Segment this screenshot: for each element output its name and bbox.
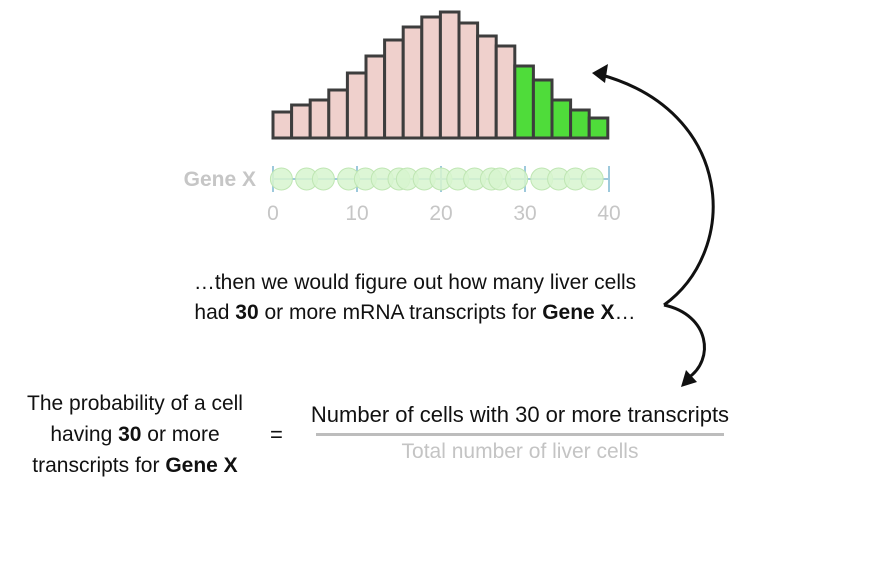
caption-text: …then we would figure out how many liver… <box>150 268 680 328</box>
caption-line-1: …then we would figure out how many liver… <box>193 271 637 294</box>
histogram-bar <box>494 44 517 140</box>
tick-label: 40 <box>597 202 620 225</box>
arrowhead-lower-icon <box>681 370 697 387</box>
data-point <box>580 167 604 191</box>
histogram-bar <box>476 34 498 140</box>
histogram-bar <box>308 98 331 140</box>
caption-line-2: had 30 or more mRNA transcripts for Gene… <box>194 301 636 324</box>
histogram-bar <box>513 64 535 140</box>
data-point <box>269 167 293 191</box>
arrowhead-upper-icon <box>592 64 608 83</box>
tick-labels: 0 10 20 30 40 <box>267 202 621 225</box>
fraction-numerator: Number of cells with 30 or more transcri… <box>310 402 730 427</box>
histogram-bar <box>364 54 387 140</box>
tick-label: 0 <box>267 202 279 225</box>
curved-arrow-lower <box>663 303 706 380</box>
data-point <box>505 167 529 191</box>
histogram-bar <box>531 78 554 140</box>
histogram-bar <box>345 71 368 140</box>
curved-arrow-upper <box>597 72 715 307</box>
probability-label: The probability of a cell having 30 or m… <box>27 392 243 477</box>
fraction-bar <box>316 433 724 436</box>
histogram-bar <box>457 21 480 140</box>
tick-label: 20 <box>429 202 452 225</box>
data-point <box>311 167 335 191</box>
histogram-bar <box>401 25 424 140</box>
histogram-bar <box>420 15 442 140</box>
histogram-bar <box>550 98 573 140</box>
histogram-bar <box>327 88 349 140</box>
histogram <box>271 10 610 140</box>
histogram-bar <box>271 110 294 140</box>
tick-label: 30 <box>513 202 536 225</box>
histogram-bar <box>383 38 405 140</box>
histogram-bar <box>569 108 591 140</box>
tick-label: 10 <box>345 202 368 225</box>
equals-sign: = <box>270 422 283 447</box>
histogram-bar <box>587 116 610 140</box>
histogram-bar <box>438 10 461 140</box>
gene-x-label: Gene X <box>184 168 256 191</box>
histogram-bar <box>290 103 312 140</box>
data-points <box>269 167 604 191</box>
fraction-denominator: Total number of liver cells <box>401 440 639 463</box>
